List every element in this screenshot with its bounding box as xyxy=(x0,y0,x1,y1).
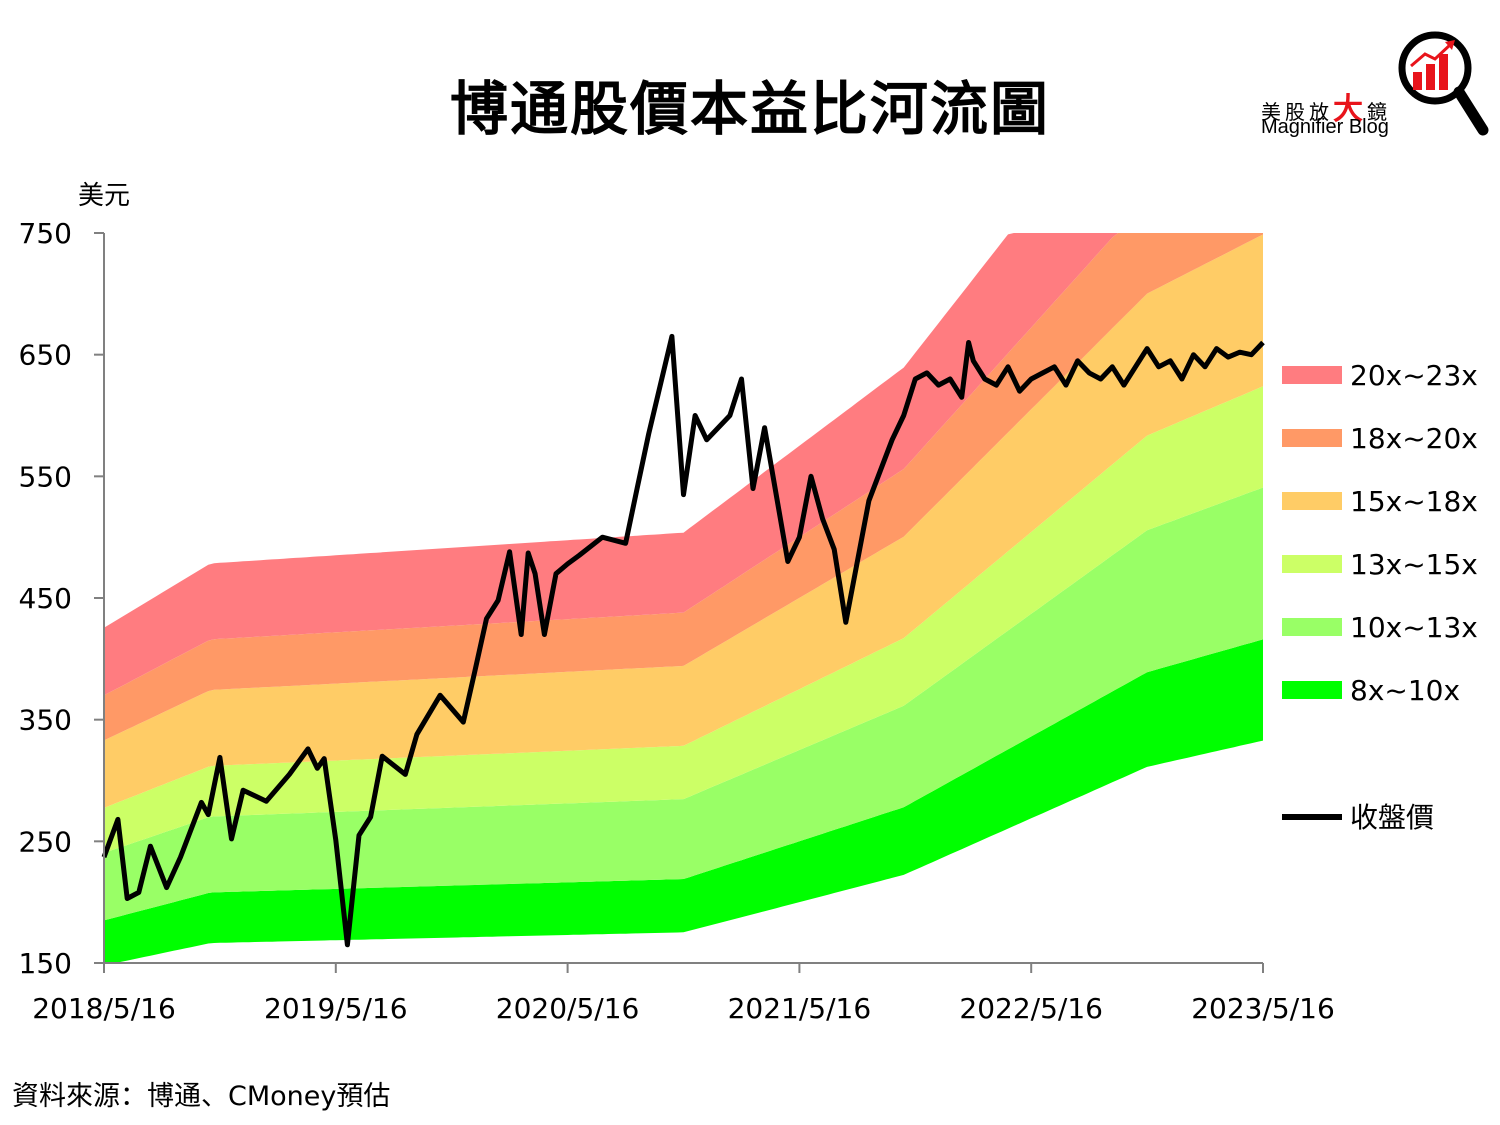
data-source-note: 資料來源：博通、CMoney預估 xyxy=(12,1081,391,1112)
legend-label: 8x~10x xyxy=(1350,674,1460,707)
legend-swatch-8x~10x xyxy=(1282,681,1342,699)
y-axis-label: 美元 xyxy=(78,181,130,211)
pe-bands xyxy=(104,233,1263,963)
legend-label: 13x~15x xyxy=(1350,548,1478,581)
price-line-layer xyxy=(101,333,1265,948)
legend-swatch-10x~13x xyxy=(1282,618,1342,636)
y-tick-label: 250 xyxy=(19,825,72,858)
band-13x~15x xyxy=(104,386,1263,853)
legend-swatch-18x~20x xyxy=(1282,429,1342,447)
brand-logo: 美股放大鏡 Magnifier Blog xyxy=(1255,28,1495,143)
y-tick-label: 750 xyxy=(19,217,72,250)
band-10x~13x xyxy=(104,487,1263,921)
chart-title: 博通股價本益比河流圖 xyxy=(449,75,1050,143)
legend: 20x~23x 18x~20x 15x~18x 13x~15x 10x~13x 8x~10… xyxy=(1282,359,1478,834)
y-tick-label: 450 xyxy=(19,582,72,615)
price-line xyxy=(101,333,1265,948)
legend-label-price: 收盤價 xyxy=(1350,801,1434,834)
y-tick-label: 550 xyxy=(19,460,72,493)
x-tick-label: 2023/5/16 xyxy=(1191,992,1335,1025)
band-20x~23x xyxy=(104,233,1263,696)
x-tick-label: 2021/5/16 xyxy=(728,992,872,1025)
legend-label: 18x~20x xyxy=(1350,422,1478,455)
x-tick-label: 2019/5/16 xyxy=(264,992,408,1025)
logo-text-en: Magnifier Blog xyxy=(1261,116,1389,138)
legend-label: 20x~23x xyxy=(1350,359,1478,392)
y-tick-label: 350 xyxy=(19,704,72,737)
x-tick-label: 2022/5/16 xyxy=(959,992,1103,1025)
legend-swatch-13x~15x xyxy=(1282,555,1342,573)
band-8x~10x xyxy=(104,639,1263,963)
y-tick-label: 650 xyxy=(19,339,72,372)
magnifier-icon xyxy=(1398,31,1489,136)
legend-swatch-15x~18x xyxy=(1282,492,1342,510)
logo-text-zh: 美股放大鏡 xyxy=(1261,92,1391,127)
x-tick-label: 2018/5/16 xyxy=(32,992,176,1025)
y-tick-label: 150 xyxy=(19,947,72,980)
legend-label: 15x~18x xyxy=(1350,485,1478,518)
band-15x~18x xyxy=(104,234,1263,808)
band-18x~20x xyxy=(104,233,1263,741)
legend-swatch-20x~23x xyxy=(1282,366,1342,384)
x-tick-label: 2020/5/16 xyxy=(496,992,640,1025)
legend-label: 10x~13x xyxy=(1350,611,1478,644)
